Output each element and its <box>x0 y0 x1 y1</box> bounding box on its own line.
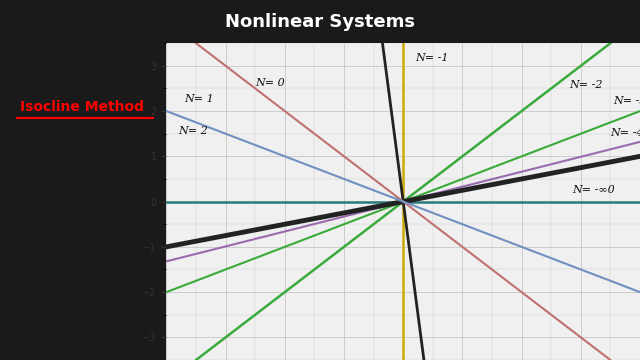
Text: N= -3: N= -3 <box>613 96 640 106</box>
Text: N= -∞0: N= -∞0 <box>572 185 614 194</box>
Text: Nonlinear Systems: Nonlinear Systems <box>225 13 415 31</box>
Text: N= -2: N= -2 <box>569 80 602 90</box>
Text: N= 1: N= 1 <box>184 94 214 104</box>
Text: N= 2: N= 2 <box>179 126 208 136</box>
Text: Isocline Method: Isocline Method <box>20 100 144 113</box>
Text: N= 0: N= 0 <box>255 78 285 88</box>
Text: N= -1: N= -1 <box>415 53 449 63</box>
Text: N= -4: N= -4 <box>611 128 640 138</box>
